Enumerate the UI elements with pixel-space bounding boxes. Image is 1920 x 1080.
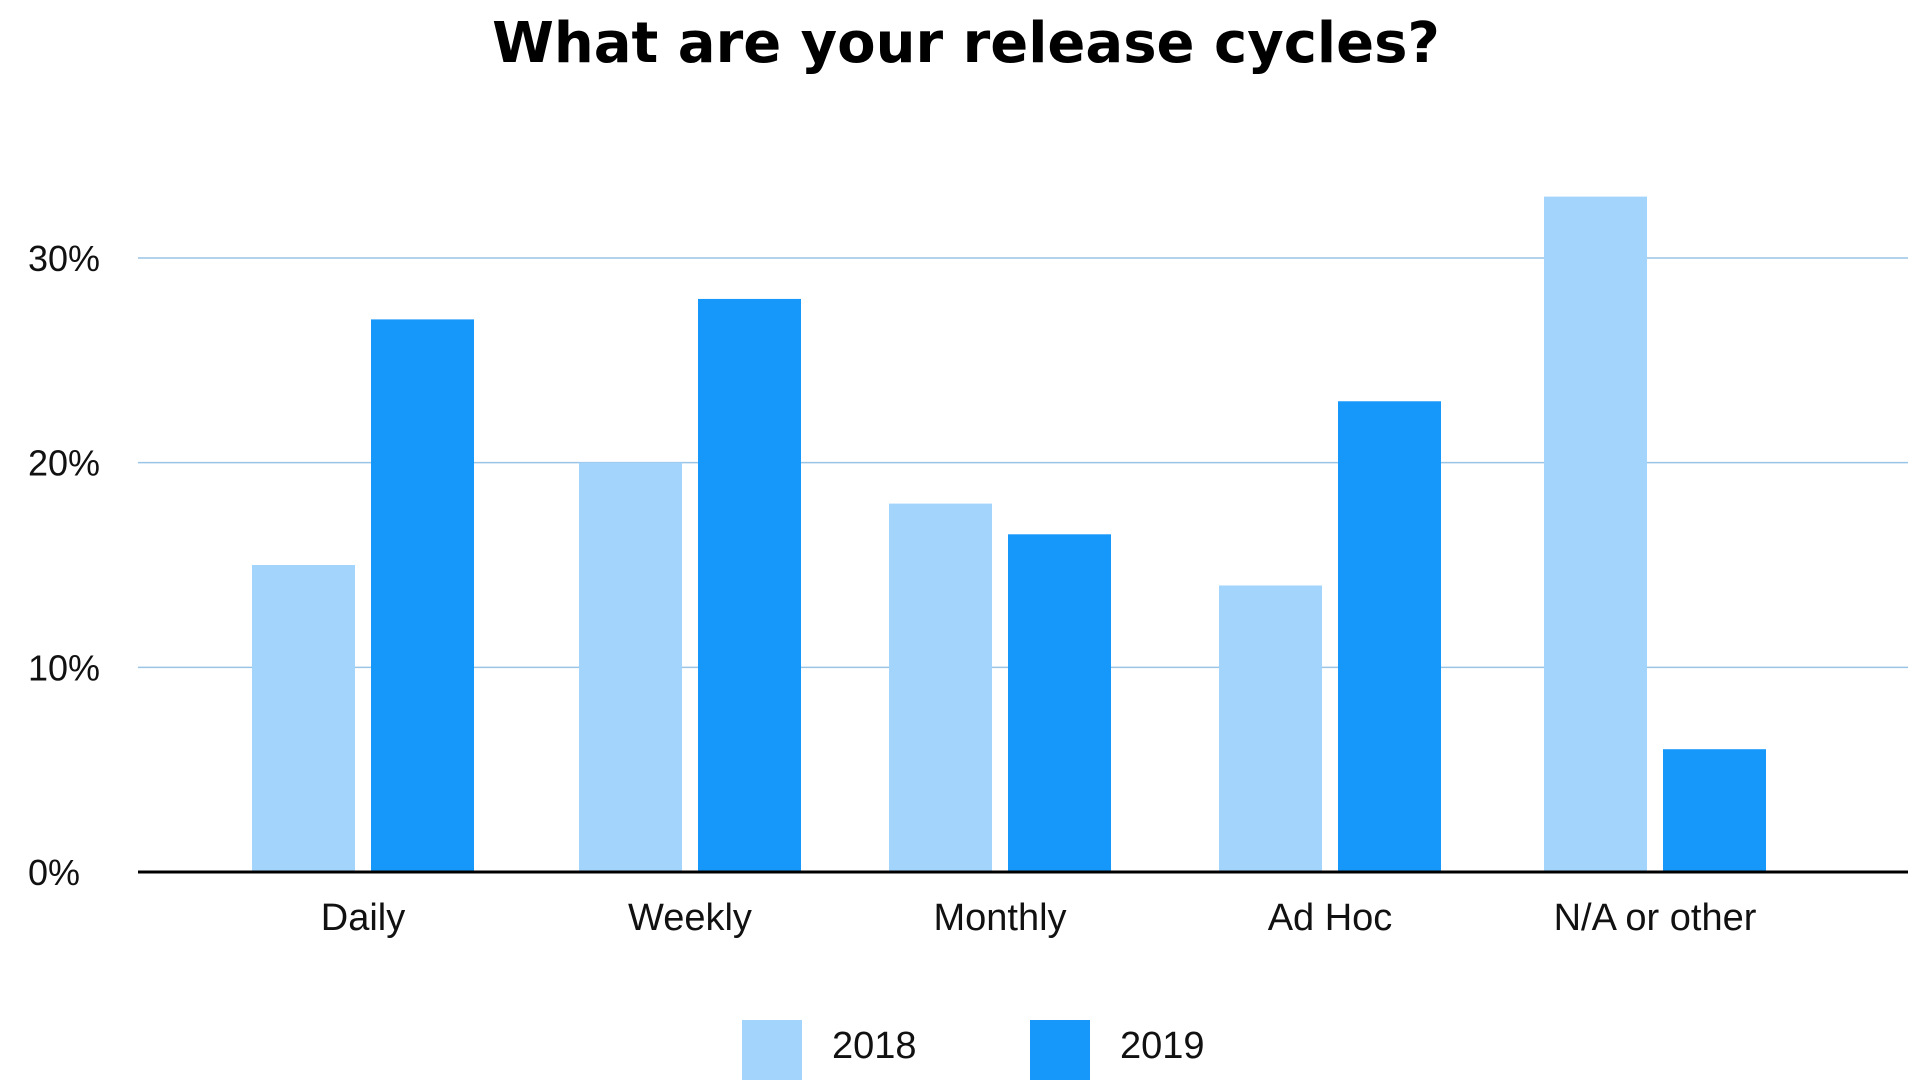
bar-2018-n-a-or-other (1544, 196, 1647, 873)
y-tick-label: 10% (28, 647, 100, 688)
legend-item: 2018 (742, 1020, 917, 1080)
y-tick-label: 20% (28, 443, 100, 484)
legend-swatch (1030, 1020, 1090, 1080)
bar-2018-ad-hoc (1219, 585, 1322, 872)
bar-2019-weekly (698, 298, 801, 872)
y-tick-label: 30% (28, 238, 100, 279)
legend: 2018 2019 (742, 1020, 1205, 1080)
bar-2019-n-a-or-other (1663, 749, 1766, 872)
x-tick-label: Weekly (628, 897, 752, 939)
x-tick-labels: Daily Weekly Monthly Ad Hoc N/A or other (321, 897, 1757, 939)
x-tick-label: Monthly (933, 897, 1066, 939)
bar-2019-daily (371, 319, 474, 872)
bar-2018-weekly (579, 462, 682, 872)
chart-title: What are your release cycles? (492, 11, 1440, 76)
y-tick-label: 0% (28, 852, 80, 893)
x-tick-label: N/A or other (1554, 897, 1757, 939)
legend-item: 2019 (1030, 1020, 1205, 1080)
legend-label: 2018 (832, 1025, 917, 1067)
bar-2018-monthly (889, 503, 992, 872)
bars (252, 196, 1766, 873)
bar-2018-daily (252, 565, 355, 872)
bar-2019-ad-hoc (1338, 401, 1441, 872)
bar-2019-monthly (1008, 534, 1111, 872)
y-tick-labels: 0% 10% 20% 30% (28, 238, 100, 893)
legend-label: 2019 (1120, 1025, 1205, 1067)
x-tick-label: Daily (321, 897, 405, 939)
legend-swatch (742, 1020, 802, 1080)
x-tick-label: Ad Hoc (1268, 897, 1393, 939)
